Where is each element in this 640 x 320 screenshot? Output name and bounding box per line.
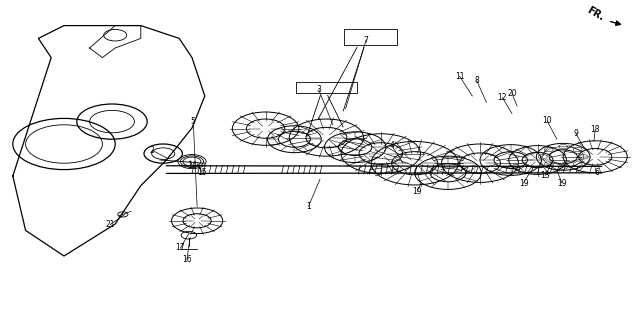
- Text: 19: 19: [557, 179, 567, 188]
- Text: 3: 3: [316, 85, 321, 94]
- Text: 16: 16: [182, 255, 192, 264]
- Text: FR.: FR.: [586, 5, 606, 23]
- Text: 14: 14: [187, 161, 197, 170]
- Text: 4: 4: [389, 141, 394, 150]
- Text: 15: 15: [197, 168, 207, 177]
- Text: 21: 21: [106, 220, 115, 229]
- Text: 6: 6: [594, 168, 599, 177]
- Text: 17: 17: [175, 244, 186, 252]
- Text: 11: 11: [455, 72, 464, 81]
- Text: 2: 2: [150, 146, 155, 155]
- Text: 9: 9: [573, 129, 579, 138]
- Text: 20: 20: [507, 89, 517, 98]
- Text: 19: 19: [518, 179, 529, 188]
- Text: 7: 7: [364, 36, 369, 44]
- Text: 18: 18: [591, 125, 600, 134]
- Text: 13: 13: [540, 171, 550, 180]
- Text: 5: 5: [191, 117, 196, 126]
- Text: 1: 1: [306, 202, 311, 211]
- Text: 8: 8: [474, 76, 479, 85]
- Text: 10: 10: [542, 116, 552, 125]
- Text: 19: 19: [412, 187, 422, 196]
- Text: 12: 12: [498, 93, 507, 102]
